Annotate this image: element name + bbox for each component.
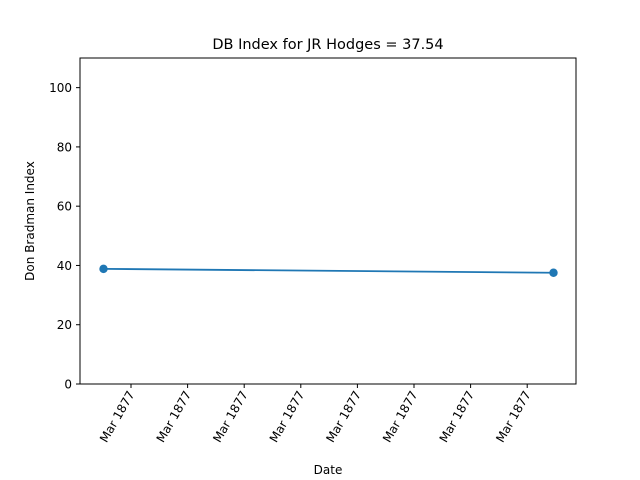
series-layer (99, 264, 558, 277)
y-tick-label: 20 (57, 318, 72, 332)
axes-frame (79, 57, 577, 385)
y-tick-label: 100 (49, 81, 72, 95)
y-tick-label: 0 (64, 378, 72, 392)
y-tick-label: 80 (57, 140, 72, 154)
data-point (99, 264, 108, 274)
y-tick-label: 40 (57, 259, 72, 273)
y-tick-label: 60 (57, 200, 72, 214)
y-axis-label: Don Bradman Index (23, 161, 37, 281)
chart-title: DB Index for JR Hodges = 37.54 (212, 37, 443, 53)
y-axis-ticks: 0 20 40 60 80 100 (49, 81, 80, 392)
x-axis-label: Date (314, 463, 343, 477)
data-point (549, 268, 558, 277)
series-line (103, 267, 554, 274)
